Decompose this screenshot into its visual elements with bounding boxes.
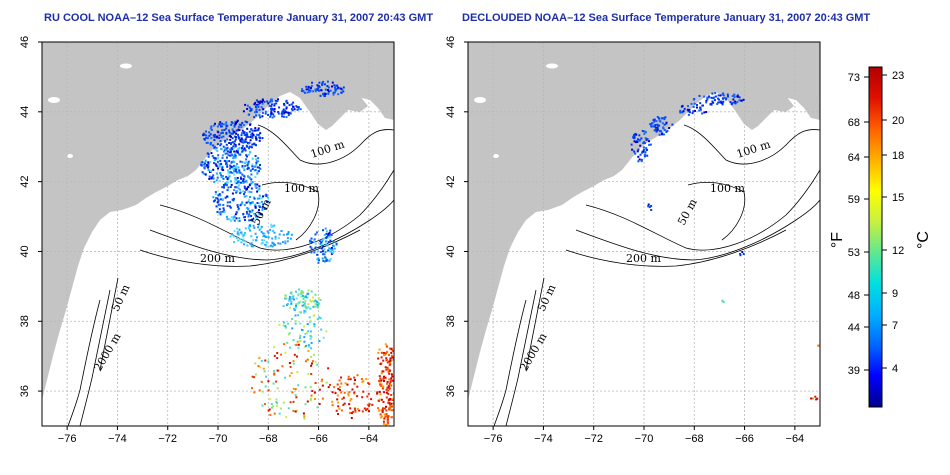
lat-tick-label: 38 — [19, 315, 31, 327]
lon-tick-label: −66 — [309, 433, 328, 445]
lon-tick-label: −64 — [786, 433, 805, 445]
fahrenheit-tick-label: 53 — [848, 247, 860, 259]
colorbar-gradient — [868, 66, 883, 408]
lon-tick-label: −74 — [108, 433, 127, 445]
lon-tick-label: −70 — [635, 433, 654, 445]
fahrenheit-tick-label: 59 — [848, 194, 860, 206]
lat-tick-label: 42 — [19, 176, 31, 188]
sst-pixels-left — [200, 80, 394, 426]
grid-lines — [42, 42, 394, 426]
right-panel-title: DECLOUDED NOAA–12 Sea Surface Temperatur… — [462, 12, 870, 24]
celsius-tick-label: 12 — [892, 245, 904, 257]
land-mass — [468, 42, 820, 400]
lat-tick-label: 44 — [19, 106, 31, 118]
lon-tick-label: −66 — [735, 433, 754, 445]
fahrenheit-unit-label: °F — [829, 232, 846, 248]
celsius-tick-label: 9 — [892, 288, 898, 300]
celsius-tick-label: 20 — [892, 115, 904, 127]
lat-tick-label: 44 — [445, 106, 457, 118]
contour-label-100m: 100 m — [284, 182, 319, 195]
bathymetry-contours — [67, 124, 394, 426]
lat-tick-label: 38 — [445, 315, 457, 327]
fahrenheit-tick-label: 39 — [848, 365, 860, 377]
grid-lines — [468, 42, 820, 426]
fahrenheit-tick-label: 48 — [848, 290, 860, 302]
sst-pixels-right — [630, 92, 820, 401]
left-panel-title: RU COOL NOAA–12 Sea Surface Temperature … — [44, 12, 433, 24]
celsius-tick-label: 23 — [892, 70, 904, 82]
lake-features — [48, 63, 132, 158]
celsius-tick-label: 4 — [892, 363, 898, 375]
celsius-unit-label: °C — [915, 231, 932, 249]
celsius-tick-label: 18 — [892, 150, 904, 162]
lon-tick-label: −74 — [534, 433, 553, 445]
lon-tick-label: −68 — [259, 433, 278, 445]
lat-tick-label: 46 — [19, 36, 31, 48]
fahrenheit-tick-label: 68 — [848, 117, 860, 129]
lat-tick-label: 36 — [19, 385, 31, 397]
fahrenheit-tick-label: 64 — [848, 152, 860, 164]
colorbar: 73 68 64 59 53 48 44 39 23 20 18 15 12 9 7 4 °F °C — [829, 66, 932, 408]
bathymetry-contours — [493, 124, 820, 426]
lat-tick-label: 42 — [445, 176, 457, 188]
fahrenheit-tick-label: 73 — [848, 72, 860, 84]
lat-tick-label: 40 — [445, 245, 457, 257]
lon-tick-label: −64 — [360, 433, 379, 445]
lon-tick-label: −76 — [58, 433, 77, 445]
contour-label-100m: 100 m — [710, 182, 745, 195]
lon-tick-label: −72 — [158, 433, 177, 445]
lake-features — [474, 63, 558, 158]
celsius-tick-label: 15 — [892, 192, 904, 204]
lat-tick-label: 46 — [445, 36, 457, 48]
lat-tick-label: 40 — [19, 245, 31, 257]
fahrenheit-tick-label: 44 — [848, 322, 860, 334]
lat-tick-label: 36 — [445, 385, 457, 397]
lon-tick-label: −76 — [484, 433, 503, 445]
contour-label-200m: 200 m — [626, 252, 661, 265]
lon-tick-label: −72 — [584, 433, 603, 445]
lon-tick-label: −68 — [685, 433, 704, 445]
lon-tick-label: −70 — [209, 433, 228, 445]
celsius-tick-label: 7 — [892, 320, 898, 332]
contour-label-200m: 200 m — [200, 252, 235, 265]
